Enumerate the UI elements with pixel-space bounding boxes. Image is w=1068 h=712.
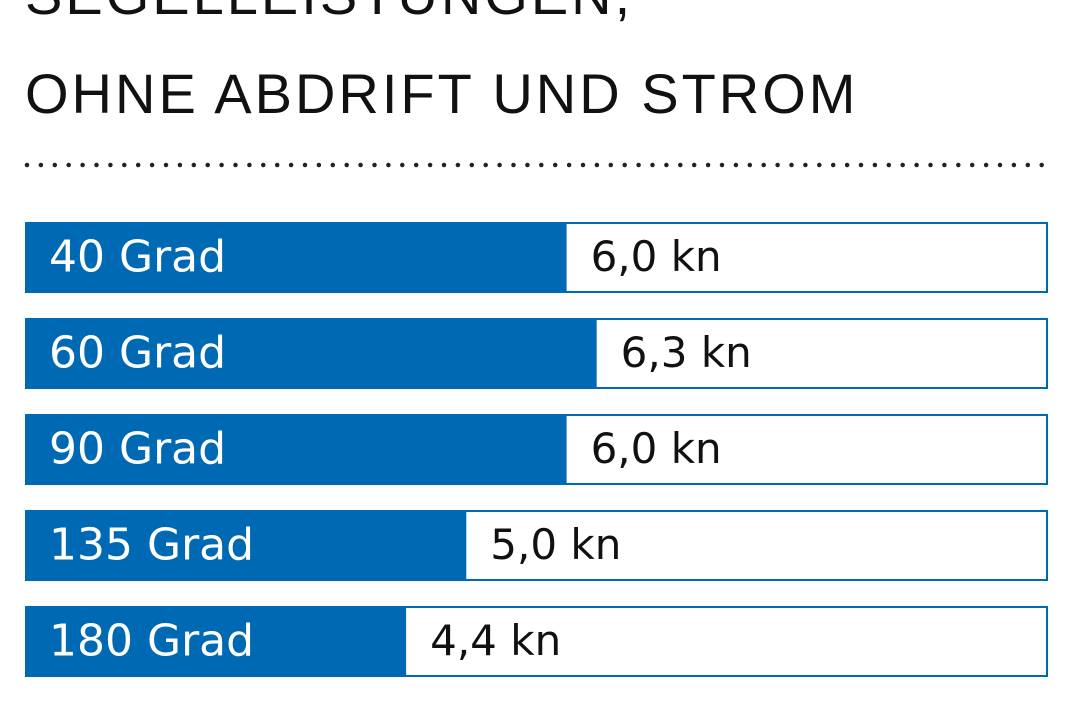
category-label: 90 Grad [49, 424, 226, 475]
bar [25, 606, 407, 677]
chart-subtitle: OHNE ABDRIFT UND STROM [25, 62, 858, 125]
chart-title: SEGELLEISTUNGEN, [25, 0, 633, 26]
value-label: 6,3 kn [621, 328, 752, 377]
bar [25, 510, 467, 581]
bar [25, 414, 567, 485]
value-label: 5,0 kn [490, 520, 621, 569]
value-label: 4,4 kn [430, 616, 561, 665]
category-label: 40 Grad [49, 232, 226, 283]
value-label: 6,0 kn [591, 232, 722, 281]
bar [25, 318, 597, 389]
category-label: 180 Grad [49, 616, 254, 667]
value-label: 6,0 kn [591, 424, 722, 473]
category-label: 60 Grad [49, 328, 226, 379]
category-label: 135 Grad [49, 520, 254, 571]
bar [25, 222, 567, 293]
